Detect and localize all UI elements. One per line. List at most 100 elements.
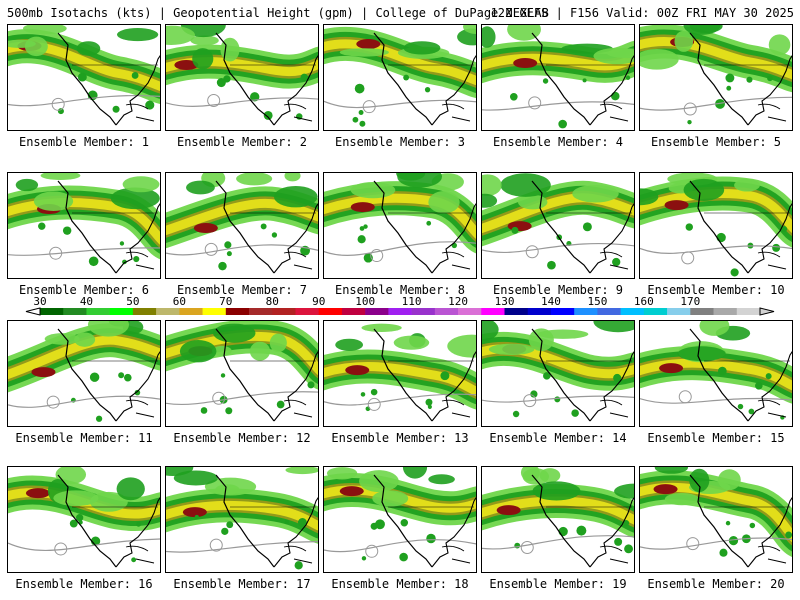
color-scale-tick-label: 170 (680, 295, 701, 308)
color-scale-swatch (132, 308, 157, 315)
color-scale-swatch (481, 308, 505, 315)
ensemble-member-map (7, 172, 161, 279)
map-graphic (8, 321, 160, 422)
color-scale-swatch (643, 308, 668, 315)
map-graphic (324, 467, 476, 568)
color-scale-swatch (272, 308, 296, 315)
color-scale-swatch (411, 308, 436, 315)
color-scale-swatch (434, 308, 459, 315)
color-scale-swatch (597, 308, 621, 315)
ensemble-member-map (323, 320, 477, 427)
map-graphic (8, 173, 160, 274)
color-scale-swatch (295, 308, 320, 315)
color-scale-tick-label: 140 (541, 295, 561, 308)
ensemble-member-map (481, 172, 635, 279)
map-graphic (166, 25, 318, 126)
ensemble-member-label: Ensemble Member: 11 (15, 431, 153, 445)
ensemble-member-label: Ensemble Member: 1 (18, 135, 150, 149)
ensemble-member-map (639, 24, 793, 131)
ensemble-member-map (165, 24, 319, 131)
map-graphic (324, 173, 476, 274)
map-graphic (482, 173, 634, 274)
ensemble-member-label: Ensemble Member: 10 (647, 283, 785, 297)
color-scale-swatch (550, 308, 575, 315)
ensemble-member-label: Ensemble Member: 20 (647, 577, 785, 591)
map-graphic (482, 25, 634, 129)
color-scale-tick-label: 40 (79, 295, 94, 308)
map-graphic (324, 323, 476, 422)
color-scale-swatch (574, 308, 598, 315)
scale-left-arrow (25, 307, 41, 316)
ensemble-member-label: Ensemble Member: 19 (489, 577, 627, 591)
color-scale-swatch (458, 308, 482, 315)
ensemble-member-label: Ensemble Member: 12 (173, 431, 311, 445)
color-scale-swatch (388, 308, 412, 315)
ensemble-member-label: Ensemble Member: 14 (489, 431, 627, 445)
color-scale-swatch (249, 308, 273, 315)
map-graphic (640, 321, 792, 422)
color-scale-tick-label: 90 (312, 295, 326, 308)
ensemble-member-label: Ensemble Member: 8 (334, 283, 466, 297)
map-graphic (324, 25, 476, 127)
map-graphic (640, 25, 792, 126)
map-graphic (166, 321, 318, 422)
color-scale-swatch (318, 308, 343, 315)
color-scale-tick-label: 100 (355, 295, 376, 308)
color-scale-swatch (527, 308, 552, 315)
color-scale-swatch (736, 308, 761, 315)
color-scale-tick-label: 150 (587, 295, 608, 308)
color-scale-swatch (63, 308, 87, 315)
color-scale-swatch (365, 308, 389, 315)
ensemble-member-map (639, 320, 793, 427)
map-graphic (166, 173, 318, 274)
color-scale-swatch (156, 308, 180, 315)
ensemble-member-map (165, 320, 319, 427)
ensemble-member-label: Ensemble Member: 15 (647, 431, 785, 445)
ensemble-member-label: Ensemble Member: 6 (18, 283, 150, 297)
ensemble-member-label: Ensemble Member: 9 (492, 283, 624, 297)
ensemble-member-map (323, 24, 477, 131)
ensemble-member-label: Ensemble Member: 4 (492, 135, 624, 149)
ensemble-member-label: Ensemble Member: 16 (15, 577, 153, 591)
ensemble-member-map (7, 466, 161, 573)
ensemble-member-map (639, 172, 793, 279)
color-scale-swatch (225, 308, 250, 315)
map-graphic (640, 173, 792, 277)
scale-right-arrow (759, 307, 775, 316)
color-scale-swatch (690, 308, 714, 315)
color-scale-swatch (667, 308, 691, 315)
map-graphic (8, 25, 160, 126)
color-scale-swatch (40, 308, 64, 315)
model-run-info: 12Z GEFS | F156 Valid: 00Z FRI MAY 30 20… (490, 6, 794, 20)
map-graphic (482, 467, 634, 568)
ensemble-member-label: Ensemble Member: 18 (331, 577, 469, 591)
color-scale-tick-label: 160 (633, 295, 654, 308)
ensemble-member-label: Ensemble Member: 13 (331, 431, 469, 445)
color-scale-tick-label: 30 (33, 295, 47, 308)
color-scale-swatch (713, 308, 738, 315)
ensemble-member-map (165, 172, 319, 279)
color-scale-swatch (202, 308, 227, 315)
ensemble-member-map (323, 172, 477, 279)
map-graphic (640, 467, 792, 568)
isotach-color-scale (25, 307, 775, 316)
map-graphic (166, 467, 318, 570)
ensemble-member-label: Ensemble Member: 3 (334, 135, 466, 149)
map-graphic (482, 321, 634, 422)
ensemble-member-map (481, 466, 635, 573)
color-scale-tick-label: 80 (265, 295, 279, 308)
ensemble-member-map (7, 320, 161, 427)
ensemble-member-map (639, 466, 793, 573)
color-scale-tick-label: 60 (172, 295, 186, 308)
ensemble-member-map (323, 466, 477, 573)
color-scale-swatch (179, 308, 203, 315)
color-scale-swatch (504, 308, 529, 315)
color-scale-swatch (341, 308, 366, 315)
color-scale-labels: 30 40 50 60 70 80 90 100 110 120 130 140 150 160 170 (0, 296, 800, 308)
color-scale-swatch (86, 308, 110, 315)
color-scale-tick-label: 70 (219, 295, 233, 308)
color-scale-swatch (620, 308, 645, 315)
color-scale-tick-label: 110 (401, 295, 422, 308)
color-scale-tick-label: 130 (494, 295, 515, 308)
ensemble-member-map (481, 320, 635, 427)
